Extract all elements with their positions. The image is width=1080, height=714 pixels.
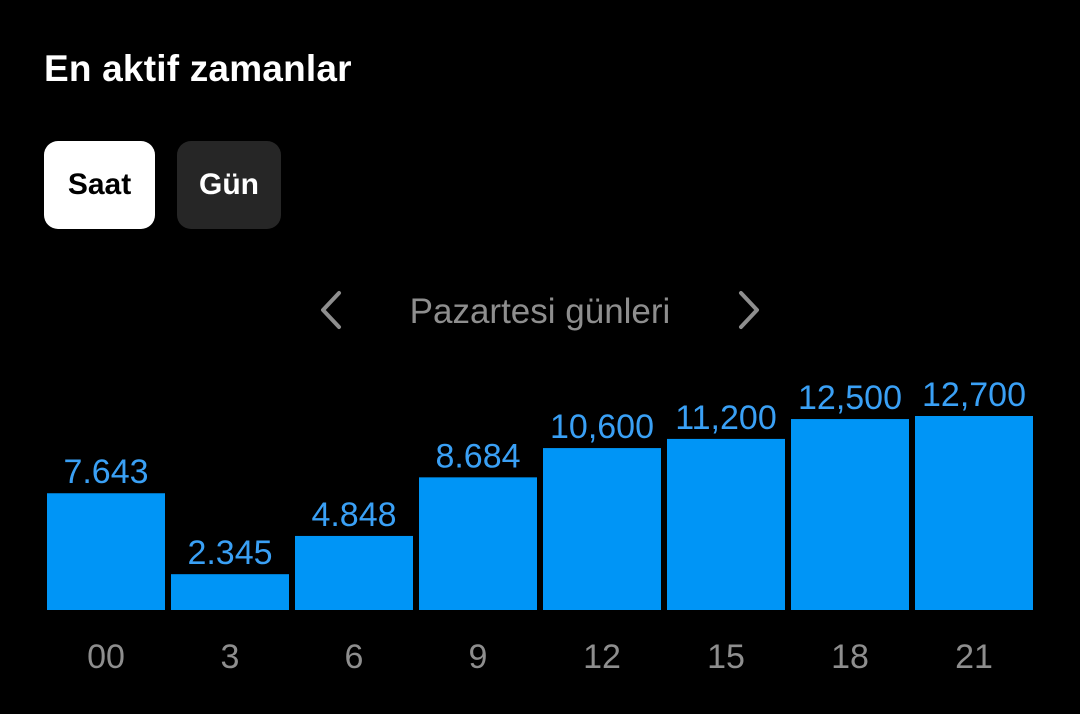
bar-value-label: 8.684 [435,437,520,475]
x-tick-label: 15 [707,638,745,676]
x-tick-label: 3 [221,638,240,676]
bar-15[interactable] [667,438,785,610]
bar-21[interactable] [915,416,1033,610]
chevron-right-icon[interactable] [722,284,774,336]
bar-value-label: 12,500 [798,379,902,417]
x-tick-label: 12 [583,638,621,676]
bar-value-label: 11,200 [675,399,776,437]
bar-value-label: 4.848 [311,496,396,534]
day-toggle-button[interactable]: Gün [177,141,281,229]
activity-bar-chart: 7.643 00 2.345 3 4.848 6 8.684 9 10,600 12 11,200 1… [47,376,1033,676]
x-tick-label: 00 [87,638,125,676]
bar-3[interactable] [171,574,289,610]
x-tick-label: 18 [831,638,869,676]
hour-toggle-button[interactable]: Saat [44,141,155,229]
x-tick-label: 6 [345,638,364,676]
bar-value-label: 10,600 [550,408,654,446]
bar-12[interactable] [543,448,661,610]
bar-value-label: 2.345 [187,534,272,572]
period-label: Pazartesi günleri [409,292,671,331]
x-tick-label: 9 [469,638,488,676]
bar-value-label: 7.643 [63,453,148,491]
bar-value-label: 12,700 [922,376,1026,414]
day-navigator: Pazartesi günleri [0,284,1080,336]
x-tick-label: 21 [955,638,993,676]
chevron-left-icon[interactable] [306,284,358,336]
time-unit-toggle: Saat Gün [44,141,281,229]
bar-9[interactable] [419,477,537,610]
bar-18[interactable] [791,419,909,610]
section-title: En aktif zamanlar [44,48,352,89]
bar-00[interactable] [47,493,165,610]
bar-6[interactable] [295,535,413,610]
